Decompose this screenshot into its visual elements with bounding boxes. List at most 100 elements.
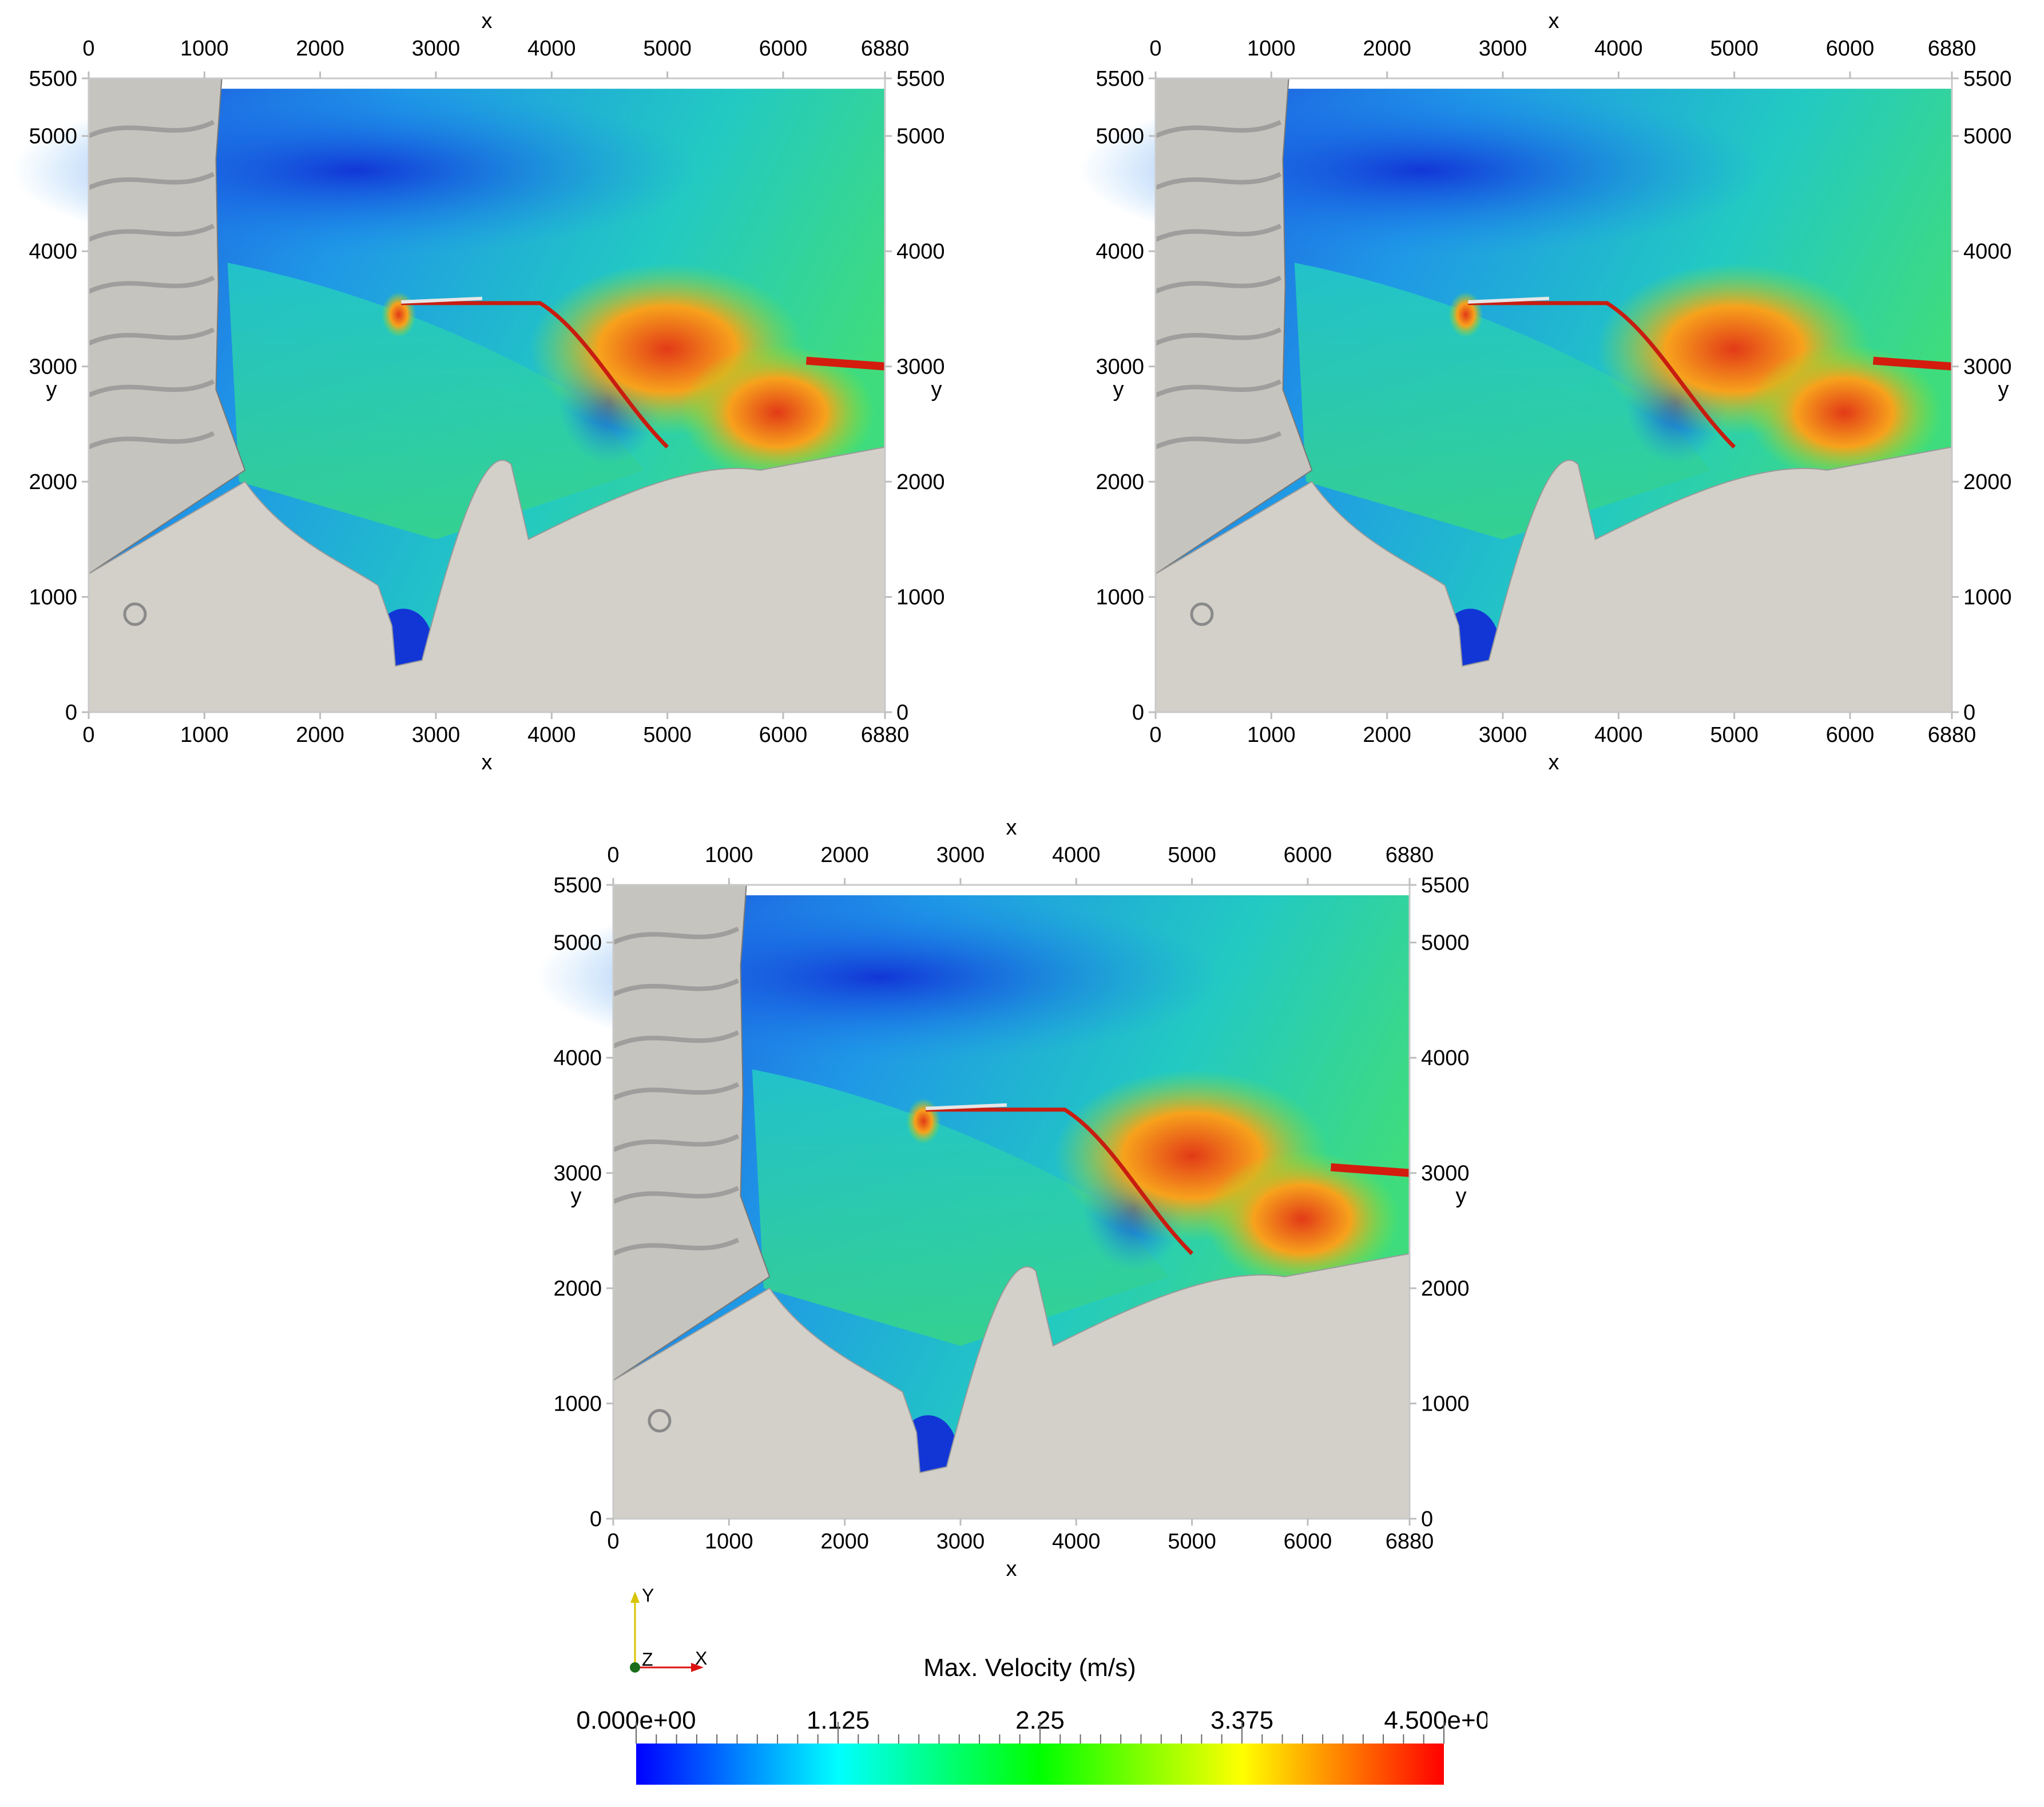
- x-tick-label-bottom: 4000: [1594, 723, 1643, 747]
- colorbar-gradient: [636, 1744, 1444, 1785]
- x-tick-label-bottom: 4000: [527, 723, 576, 747]
- terrain-crater: [123, 602, 147, 626]
- x-axis-title-bottom: x: [1006, 1557, 1017, 1581]
- x-tick-label-bottom: 5000: [1710, 723, 1759, 747]
- x-axis-title-top: x: [482, 9, 493, 33]
- x-tick-label-bottom: 5000: [643, 723, 692, 747]
- colorbar-title: Max. Velocity (m/s): [923, 1654, 1136, 1682]
- x-tick-label-top: 6880: [1928, 37, 1976, 61]
- terrain-ridge: [612, 1134, 740, 1152]
- x-axis-title-top: x: [1006, 816, 1017, 840]
- x-tick-label-top: 6880: [861, 37, 910, 61]
- y-tick-label-right: 3000: [1421, 1162, 1470, 1186]
- y-axis-title-left: y: [571, 1184, 582, 1208]
- x-tick-label-top: 1000: [180, 37, 229, 61]
- y-tick-label-left: 0: [65, 701, 77, 725]
- high-velocity-zone: [1448, 291, 1483, 337]
- y-axis-title-right: y: [1456, 1184, 1467, 1208]
- high-velocity-zone: [906, 1098, 941, 1144]
- y-tick-label-left: 1000: [553, 1392, 602, 1416]
- y-tick-label-left: 1000: [1096, 586, 1144, 610]
- y-tick-label-left: 2000: [553, 1277, 602, 1301]
- y-tick-label-left: 5500: [29, 67, 77, 91]
- y-tick-label-left: 4000: [553, 1046, 602, 1070]
- y-tick-label-right: 4000: [1421, 1046, 1470, 1070]
- terrain-ridge: [88, 224, 215, 242]
- y-tick-label-left: 5000: [29, 125, 77, 149]
- terrain-ridge: [88, 431, 215, 450]
- y-tick-label-right: 1000: [1421, 1392, 1470, 1416]
- y-tick-label-right: 1000: [896, 586, 945, 610]
- x-tick-label-top: 6000: [759, 37, 808, 61]
- terrain-ridge: [1154, 275, 1282, 294]
- y-tick-label-right: 5000: [1963, 125, 2012, 149]
- terrain-ridge: [1154, 120, 1282, 138]
- y-tick-label-left: 0: [590, 1507, 602, 1531]
- y-tick-label-left: 5000: [1096, 125, 1144, 149]
- plot-frame: [88, 77, 886, 713]
- x-tick-label-bottom: 2000: [820, 1530, 869, 1554]
- terrain-ridge: [612, 978, 740, 997]
- x-tick-label-top: 0: [1149, 37, 1161, 61]
- terrain-ridge: [1154, 327, 1282, 345]
- y-tick-label-right: 0: [896, 701, 908, 725]
- x-tick-label-bottom: 6000: [1284, 1530, 1332, 1554]
- terrain-ridge: [88, 275, 215, 294]
- x-tick-label-bottom: 3000: [412, 723, 461, 747]
- x-tick-label-top: 1000: [705, 843, 753, 867]
- x-tick-label-bottom: 0: [82, 723, 94, 747]
- x-tick-label-bottom: 5000: [1168, 1530, 1216, 1554]
- x-tick-label-top: 0: [607, 843, 619, 867]
- breakwater-jet: [1468, 301, 1736, 449]
- x-tick-label-bottom: 2000: [1363, 723, 1411, 747]
- land-west-cliff: [613, 884, 771, 1382]
- x-tick-label-top: 3000: [1479, 37, 1527, 61]
- terrain-ridge: [612, 1030, 740, 1049]
- y-tick-label-right: 1000: [1963, 586, 2012, 610]
- y-tick-label-right: 4000: [1963, 240, 2012, 264]
- y-tick-label-left: 3000: [553, 1162, 602, 1186]
- y-tick-label-left: 4000: [29, 240, 77, 264]
- x-tick-label-top: 2000: [1363, 37, 1411, 61]
- x-tick-label-top: 4000: [527, 37, 576, 61]
- triad-label-y: Y: [642, 1585, 654, 1606]
- high-velocity-zone: [1204, 1150, 1399, 1288]
- x-axis-arrowhead: [691, 1663, 704, 1672]
- bay-water: [227, 263, 645, 539]
- bay-water: [1294, 263, 1712, 539]
- x-tick-label-bottom: 3000: [936, 1530, 985, 1554]
- land-south: [88, 446, 886, 713]
- y-tick-label-right: 0: [1963, 701, 1975, 725]
- terrain-ridge: [612, 1237, 740, 1256]
- x-tick-label-bottom: 3000: [1479, 723, 1527, 747]
- x-tick-label-bottom: 1000: [180, 723, 229, 747]
- y-tick-label-right: 4000: [896, 240, 945, 264]
- terrain-ridge: [1154, 224, 1282, 242]
- x-tick-label-top: 3000: [412, 37, 461, 61]
- x-tick-label-top: 4000: [1594, 37, 1643, 61]
- velocity-field: [536, 884, 1410, 1519]
- land-west-cliff: [1155, 78, 1313, 575]
- x-tick-label-bottom: 4000: [1052, 1530, 1101, 1554]
- x-tick-label-bottom: 6000: [1826, 723, 1875, 747]
- x-tick-label-top: 2000: [820, 843, 869, 867]
- x-tick-label-bottom: 6880: [1928, 723, 1976, 747]
- high-velocity-zone: [680, 344, 875, 482]
- land-west-cliff: [88, 78, 246, 575]
- x-tick-label-top: 6000: [1826, 37, 1875, 61]
- orientation-axes: Y Z X: [630, 1585, 707, 1673]
- colorbar: Max. Velocity (m/s) 0.000e+00 1.125 2.25 3.…: [576, 1654, 1487, 1785]
- y-tick-label-left: 5000: [553, 931, 602, 955]
- map-panel-top-right: 0 0 1000 1000 2000 2000 3000 3000 4000 4000 5000 50…: [1067, 0, 2039, 778]
- x-tick-label-top: 4000: [1052, 843, 1101, 867]
- y-tick-label-right: 0: [1421, 1507, 1433, 1531]
- x-tick-label-top: 0: [82, 37, 94, 61]
- x-tick-label-bottom: 6880: [861, 723, 910, 747]
- x-axis-title-bottom: x: [1549, 750, 1559, 775]
- x-tick-label-bottom: 6000: [759, 723, 808, 747]
- high-velocity-zone: [1747, 344, 1942, 482]
- z-axis-dot: [630, 1662, 640, 1673]
- y-tick-label-left: 0: [1132, 701, 1144, 725]
- velocity-field: [1078, 78, 1952, 713]
- y-tick-label-left: 3000: [1096, 355, 1144, 379]
